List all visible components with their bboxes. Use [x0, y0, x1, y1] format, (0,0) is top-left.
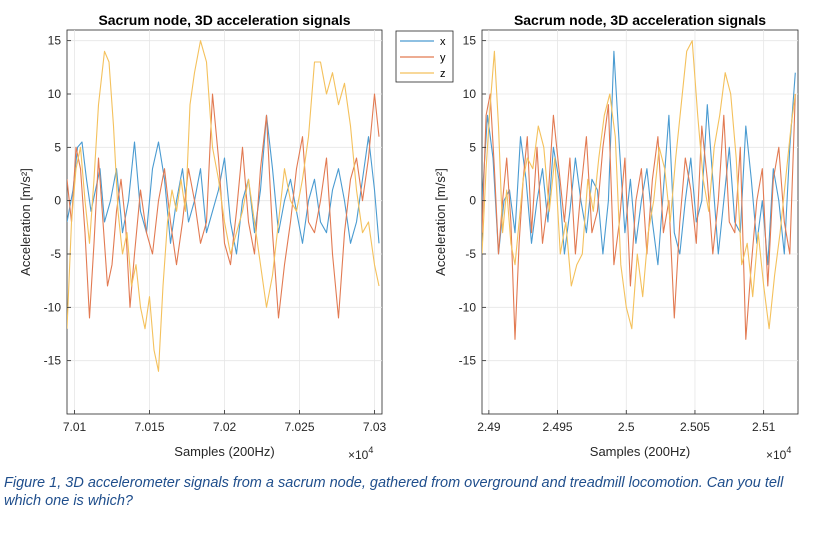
- right-x-tick-label: 2.5: [618, 420, 635, 434]
- right-y-tick-label: 0: [469, 194, 476, 208]
- left-x-tick-label: 7.01: [63, 420, 87, 434]
- legend-label-x: x: [440, 36, 446, 48]
- legend-label-y: y: [440, 52, 446, 64]
- left-y-axis-label: Acceleration [m/s²]: [18, 168, 33, 276]
- right-y-tick-label: 10: [463, 87, 477, 101]
- right-y-tick-label: 5: [469, 140, 476, 154]
- right-series-x-line: [482, 50, 796, 266]
- left-x-tick-label: 7.02: [213, 420, 237, 434]
- right-series-group: [482, 40, 796, 340]
- left-series-x-line: [67, 114, 380, 255]
- legend-label-z: z: [440, 68, 446, 80]
- right-x-multiplier-exp: 4: [786, 445, 791, 455]
- right-y-tick-label: -5: [465, 247, 476, 261]
- right-ticks: 2.49 2.495 2.5 2.505 2.51 -15 -10 -5 0 5 10 15: [459, 34, 776, 434]
- right-chart-title: Sacrum node, 3D acceleration signals: [514, 12, 766, 28]
- left-x-tick-label: 7.03: [363, 420, 387, 434]
- figure-caption: Figure 1, 3D accelerometer signals from …: [4, 475, 784, 509]
- right-grid: [482, 30, 798, 414]
- right-x-tick-label: 2.505: [680, 420, 710, 434]
- legend: x y z: [395, 30, 454, 83]
- left-y-tick-label: 0: [54, 194, 61, 208]
- left-y-tick-label: -5: [50, 247, 61, 261]
- left-series-z-line: [67, 40, 380, 372]
- left-x-axis-label: Samples (200Hz): [174, 444, 274, 459]
- left-y-tick-label: 5: [54, 140, 61, 154]
- left-x-multiplier-base: ×10: [348, 448, 369, 462]
- right-x-axis-label: Samples (200Hz): [590, 444, 690, 459]
- left-chart-title: Sacrum node, 3D acceleration signals: [98, 12, 350, 28]
- right-x-tick-label: 2.51: [752, 420, 776, 434]
- right-x-multiplier: ×104: [766, 445, 791, 462]
- right-y-axis-label: Acceleration [m/s²]: [433, 168, 448, 276]
- left-y-tick-label: -15: [44, 354, 62, 368]
- right-chart: 2.49 2.495 2.5 2.505 2.51 -15 -10 -5 0 5 10 15 Sacr…: [433, 12, 799, 462]
- right-y-tick-label: 15: [463, 34, 477, 48]
- right-y-tick-label: -15: [459, 354, 477, 368]
- left-ticks: 7.01 7.015 7.02 7.025 7.03 -15 -10 -5 0 5 10 15: [44, 34, 387, 434]
- left-y-tick-label: -10: [44, 300, 62, 314]
- left-y-tick-label: 10: [48, 87, 62, 101]
- right-series-z-line: [482, 40, 796, 330]
- left-series-y-line: [67, 93, 380, 319]
- right-x-multiplier-base: ×10: [766, 448, 787, 462]
- right-y-tick-label: -10: [459, 300, 477, 314]
- left-x-tick-label: 7.025: [284, 420, 314, 434]
- left-x-multiplier: ×104: [348, 445, 373, 462]
- left-series-group: [67, 40, 380, 372]
- left-x-multiplier-exp: 4: [368, 445, 373, 455]
- left-y-tick-label: 15: [48, 34, 62, 48]
- left-chart: 7.01 7.015 7.02 7.025 7.03 -15 -10 -5 0 5 10 15 Sac…: [18, 12, 454, 462]
- left-x-tick-label: 7.015: [134, 420, 164, 434]
- right-x-tick-label: 2.49: [477, 420, 501, 434]
- right-x-tick-label: 2.495: [543, 420, 573, 434]
